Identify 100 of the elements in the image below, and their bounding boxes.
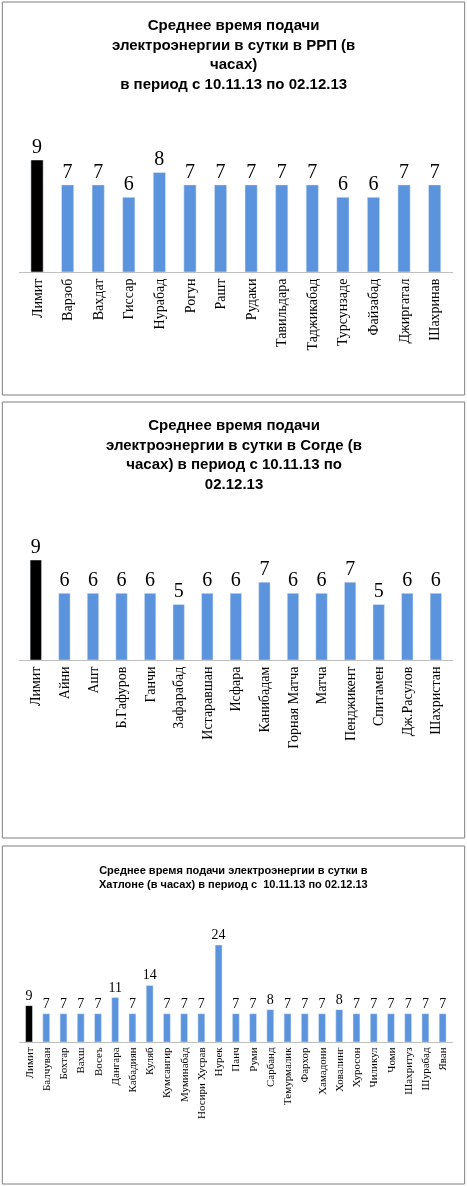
x-tick-label: Панч [229, 1046, 242, 1072]
bar [352, 1013, 361, 1042]
x-tick-label: Истаравшан [199, 666, 215, 740]
data-label: 6 [287, 568, 298, 591]
bar [438, 1013, 447, 1042]
bar [42, 1013, 50, 1042]
data-label: 7 [439, 995, 447, 1011]
bar [128, 1013, 137, 1042]
x-tick-label: Рогун [182, 278, 198, 314]
x-tick-label: Рашт [213, 278, 229, 310]
data-label: 6 [230, 568, 241, 591]
data-label: 7 [163, 995, 171, 1011]
bar [404, 1013, 412, 1042]
data-label: 7 [421, 995, 429, 1011]
data-label: 7 [249, 995, 257, 1011]
data-label: 5 [373, 579, 384, 602]
data-label: 7 [276, 159, 287, 182]
bar [59, 1013, 68, 1042]
data-label: 7 [284, 995, 292, 1011]
x-tick-label: Шахритуз [401, 1047, 414, 1095]
bar [387, 1013, 395, 1042]
data-label: 7 [59, 995, 67, 1011]
data-label: 14 [142, 967, 157, 983]
data-label: 7 [77, 995, 85, 1011]
bar [163, 1013, 171, 1042]
data-label: 7 [307, 159, 318, 182]
x-tick-label: Балчуван [39, 1047, 52, 1092]
data-label: 7 [318, 995, 326, 1011]
bar [180, 1013, 188, 1042]
data-label: 6 [368, 172, 379, 195]
x-tick-label: Б.Гафуров [114, 666, 130, 729]
x-tick-label: Бохтар [57, 1046, 70, 1080]
x-tick-label: Пенджикент [342, 666, 358, 741]
bar [94, 1013, 102, 1042]
data-label: 7 [42, 995, 50, 1011]
bar [87, 593, 99, 660]
x-tick-label: Варзоб [60, 278, 76, 321]
x-tick-label: Зафарабад [171, 666, 187, 729]
x-tick-label: Лимит [29, 278, 45, 319]
data-label: 6 [145, 568, 156, 591]
x-tick-label: Нурабад [151, 278, 167, 330]
bar [335, 1009, 343, 1042]
data-label: 6 [430, 568, 441, 591]
bar [122, 197, 136, 272]
bar [77, 1013, 85, 1042]
data-label: 6 [202, 568, 213, 591]
x-tick-label: Горная Матча [285, 665, 301, 749]
chart-title: Среднее время подачи электроэнергии в сутки в РРП (в часах) в период с 10.11.13 по 02.12.13 [112, 16, 356, 92]
x-tick-label: Чиликул [367, 1046, 380, 1088]
bar [275, 184, 289, 272]
bar [183, 184, 197, 272]
data-label: 9 [30, 535, 41, 557]
data-label: 9 [32, 135, 43, 157]
data-label: 7 [301, 995, 309, 1011]
bar [258, 581, 271, 660]
bar [421, 1013, 430, 1042]
x-tick-label: Турсунзаде [335, 278, 351, 347]
data-label: 7 [246, 159, 257, 182]
data-label: 5 [173, 579, 184, 602]
bar [214, 945, 223, 1042]
bar [197, 1013, 206, 1042]
bar [344, 581, 357, 660]
bar [367, 197, 380, 272]
bar [214, 184, 227, 272]
x-tick-label: Шурабад [418, 1047, 431, 1091]
x-tick-label: Канибадам [256, 666, 272, 733]
data-label: 9 [25, 987, 33, 1003]
x-tick-label: Нурек [212, 1046, 225, 1077]
data-label: 7 [94, 995, 102, 1011]
data-label: 7 [370, 995, 378, 1011]
bar [249, 1013, 257, 1042]
x-tick-label: Исфара [228, 665, 244, 712]
x-tick-label: Вахш [74, 1046, 87, 1074]
bar [301, 1013, 309, 1042]
bar [287, 593, 299, 660]
bar [428, 184, 442, 272]
bar [172, 604, 185, 660]
data-label: 7 [62, 159, 73, 182]
data-label: 6 [316, 568, 327, 591]
bar [29, 560, 42, 660]
x-tick-label: Спитамен [371, 666, 387, 726]
x-tick-label: Айни [56, 666, 72, 700]
x-tick-label: Шахринав [427, 278, 443, 341]
x-tick-label: Кабадиян [126, 1047, 138, 1093]
data-label: 7 [352, 995, 360, 1011]
x-tick-label: Темурмалик [281, 1046, 294, 1105]
x-tick-label: Гиссар [121, 278, 137, 320]
data-label: 7 [429, 159, 440, 182]
bar [266, 1009, 274, 1042]
data-label: 7 [180, 995, 188, 1011]
x-tick-label: Восеъ [91, 1047, 104, 1077]
bar [25, 1005, 33, 1042]
bar [370, 1013, 378, 1042]
data-label: 8 [335, 991, 343, 1007]
bar [397, 184, 411, 272]
bar [429, 593, 442, 660]
x-tick-label: Дангара [108, 1047, 121, 1086]
x-tick-label: Кумсангир [160, 1046, 173, 1098]
x-tick-label: Лимит [28, 666, 44, 707]
bar [111, 997, 119, 1042]
